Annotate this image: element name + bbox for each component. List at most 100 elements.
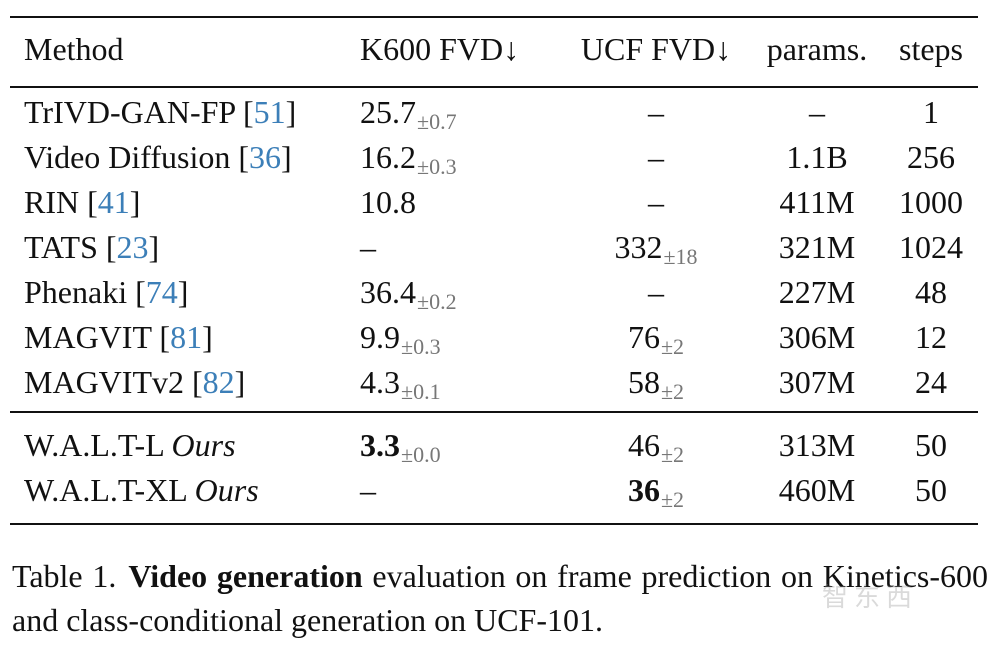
citation-link[interactable]: 81 [170, 319, 203, 355]
row-method: MAGVITv2 [82] [24, 362, 245, 402]
ref-bracket-open: [ [87, 184, 98, 220]
method-name: MAGVITv2 [24, 364, 192, 400]
header-k600-fvd: K600 FVD↓ [360, 31, 520, 67]
ours-label: Ours [171, 427, 236, 463]
ucf-value: – [648, 274, 664, 310]
row-method: Video Diffusion [36] [24, 137, 292, 177]
row-method: RIN [41] [24, 182, 140, 222]
cell-steps: 1 [923, 94, 939, 130]
cell-params: 306M [778, 319, 856, 355]
method-name: Video Diffusion [24, 139, 239, 175]
bottom-rule [10, 523, 978, 525]
cell-params: 307M [778, 364, 856, 400]
header-ucf-fvd: UCF FVD↓ [580, 31, 732, 67]
ref-bracket-open: [ [105, 229, 117, 265]
cell-params: 1.1B [786, 139, 848, 175]
citation-link[interactable]: 23 [116, 229, 149, 265]
cell-k600-fvd: – [360, 470, 376, 510]
ucf-std: ±2 [660, 442, 685, 467]
method-name: TrIVD-GAN-FP [24, 94, 243, 130]
cell-ucf-fvd: 58±2 [566, 362, 746, 406]
ucf-value: 58 [627, 364, 660, 400]
ucf-value: 46 [627, 427, 660, 463]
row-method: TrIVD-GAN-FP [51] [24, 92, 296, 132]
k600-std: ±0.2 [417, 289, 457, 314]
cell-k600-fvd: 16.2±0.3 [360, 137, 457, 181]
cell-ucf-fvd: 332±18 [566, 227, 746, 271]
caption-text: evaluation on frame prediction on Kineti… [12, 558, 989, 638]
k600-std: ±0.3 [401, 334, 441, 359]
cell-ucf-fvd: – [566, 92, 746, 132]
method-name: RIN [24, 184, 88, 220]
k600-value: – [360, 229, 376, 265]
ref-bracket-close: ] [285, 94, 297, 130]
ref-bracket-close: ] [129, 184, 141, 220]
cell-steps: 1000 [899, 184, 963, 220]
caption-label: Table 1. [12, 558, 117, 594]
ref-bracket-open: [ [159, 319, 171, 355]
cell-ucf-fvd: 46±2 [566, 425, 746, 469]
row-method: MAGVIT [81] [24, 317, 213, 357]
top-rule [10, 16, 978, 18]
cell-k600-fvd: 10.8 [360, 182, 416, 222]
ref-bracket-close: ] [234, 364, 246, 400]
k600-value: 10.8 [360, 184, 416, 220]
citation-link[interactable]: 82 [202, 364, 235, 400]
k600-std: ±0.3 [417, 154, 457, 179]
header-rule [10, 86, 978, 88]
k600-value: – [360, 472, 376, 508]
citation-link[interactable]: 41 [97, 184, 130, 220]
cell-steps: 50 [915, 472, 947, 508]
k600-value: 9.9 [360, 319, 400, 355]
ref-bracket-open: [ [191, 364, 203, 400]
ucf-value: – [648, 184, 664, 220]
cell-k600-fvd: 25.7±0.7 [360, 92, 457, 136]
cell-ucf-fvd: – [566, 182, 746, 222]
cell-steps: 50 [915, 427, 947, 463]
ucf-value: 76 [627, 319, 660, 355]
ref-bracket-close: ] [148, 229, 160, 265]
caption-bold: Video generation [128, 558, 363, 594]
row-method: W.A.L.T-XL Ours [24, 470, 259, 510]
k600-value: 3.3 [360, 427, 400, 463]
ucf-std: ±18 [663, 244, 698, 269]
k600-value: 4.3 [360, 364, 400, 400]
ucf-std: ±2 [660, 487, 685, 512]
row-method: Phenaki [74] [24, 272, 188, 312]
k600-std: ±0.7 [417, 109, 457, 134]
cell-steps: 256 [907, 139, 955, 175]
cell-ucf-fvd: 76±2 [566, 317, 746, 361]
cell-params: 321M [778, 229, 856, 265]
ref-bracket-open: [ [243, 94, 254, 130]
group-rule [10, 411, 978, 413]
method-name: TATS [24, 229, 106, 265]
citation-link[interactable]: 74 [145, 274, 178, 310]
method-name: Phenaki [24, 274, 136, 310]
cell-params: 411M [779, 184, 855, 220]
cell-params: 460M [778, 472, 856, 508]
ours-label: Ours [194, 472, 259, 508]
cell-steps: 48 [915, 274, 947, 310]
cell-steps: 12 [915, 319, 947, 355]
citation-link[interactable]: 51 [253, 94, 286, 130]
cell-ucf-fvd: – [566, 272, 746, 312]
ucf-std: ±2 [660, 334, 685, 359]
cell-k600-fvd: – [360, 227, 376, 267]
cell-k600-fvd: 36.4±0.2 [360, 272, 457, 316]
k600-value: 36.4 [360, 274, 416, 310]
citation-link[interactable]: 36 [249, 139, 282, 175]
row-method: TATS [23] [24, 227, 159, 267]
cell-k600-fvd: 3.3±0.0 [360, 425, 441, 469]
ucf-value: 332 [614, 229, 663, 265]
ref-bracket-open: [ [135, 274, 146, 310]
k600-value: 16.2 [360, 139, 416, 175]
cell-params: 227M [778, 274, 856, 310]
header-params: params. [766, 31, 868, 67]
ucf-std: ±2 [660, 379, 685, 404]
method-name: W.A.L.T-XL [24, 472, 195, 508]
cell-k600-fvd: 4.3±0.1 [360, 362, 441, 406]
ref-bracket-close: ] [202, 319, 213, 355]
ref-bracket-open: [ [238, 139, 250, 175]
ucf-value: 36 [627, 472, 660, 508]
k600-std: ±0.1 [401, 379, 441, 404]
